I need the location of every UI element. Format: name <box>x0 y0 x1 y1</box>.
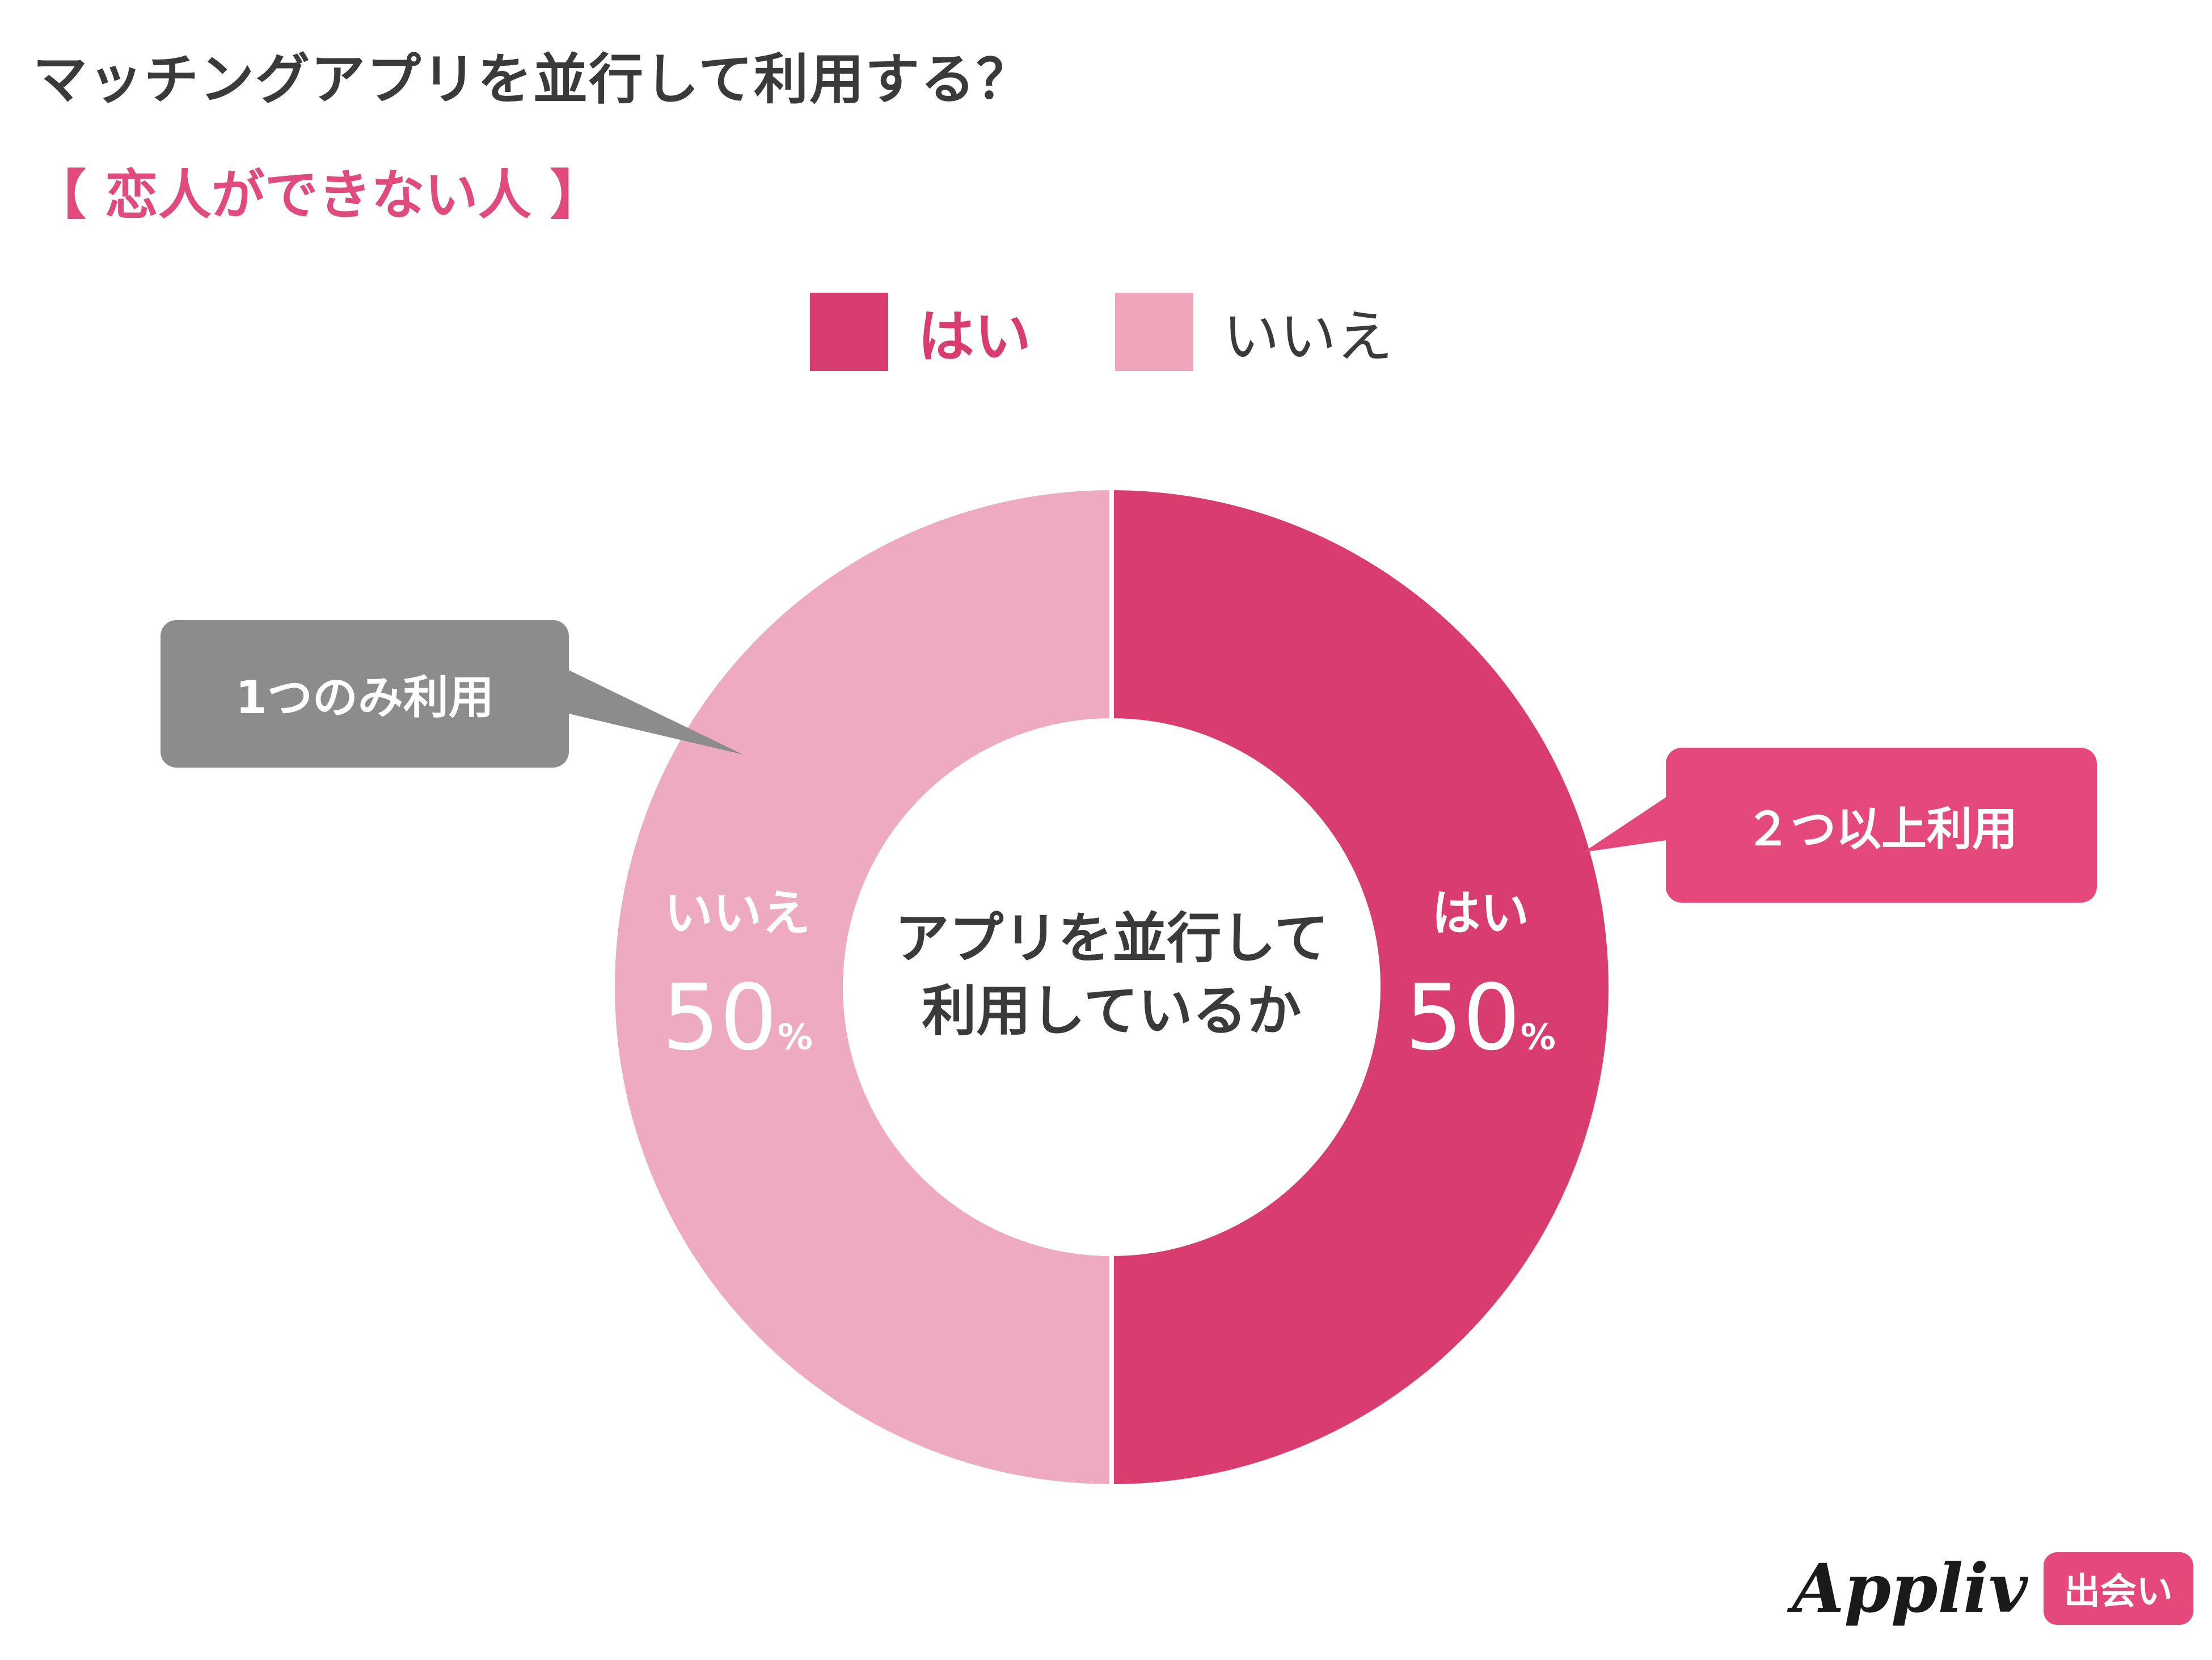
callout-pointer-left <box>562 667 743 755</box>
chart-subtitle: 【 恋人ができない人 】 <box>33 165 603 226</box>
brand-tag: 出会い <box>2043 1552 2193 1625</box>
legend-label-no: いいえ <box>1223 304 1393 370</box>
legend-swatch-yes <box>810 292 888 371</box>
slice-label-yes-value: 50 <box>1405 964 1521 1071</box>
slice-label-no-category: いいえ <box>664 885 810 942</box>
slice-label-no-percent: 50% <box>624 964 851 1071</box>
slice-label-yes: はい 50% <box>1367 885 1594 1071</box>
slice-label-yes-percent: 50% <box>1367 964 1594 1071</box>
legend: はい いいえ <box>810 290 1477 373</box>
legend-item-no: いいえ <box>1115 290 1393 373</box>
legend-item-yes: はい <box>810 290 1031 373</box>
brand-name: Appliv <box>1792 1549 2028 1628</box>
brand-logo: Appliv 出会い <box>1792 1549 2193 1628</box>
slice-label-no-unit: % <box>777 1016 813 1057</box>
slice-label-no: いいえ 50% <box>624 885 851 1071</box>
slice-label-no-value: 50 <box>662 964 778 1071</box>
donut-slice-no <box>610 485 1114 1489</box>
donut-center-label: アプリを並行して 利用しているか <box>828 902 1395 1047</box>
slice-label-yes-unit: % <box>1520 1016 1556 1057</box>
legend-label-yes: はい <box>918 304 1031 370</box>
chart-title: マッチングアプリを並行して利用する？ <box>33 48 1032 111</box>
center-label-line-1: アプリを並行して <box>894 907 1329 970</box>
center-label-line-2: 利用しているか <box>922 979 1302 1043</box>
callout-multiple-apps: ２つ以上利用 <box>1666 748 2097 903</box>
callout-pointer-right <box>1584 794 1670 852</box>
donut-slice-yes <box>1109 485 1613 1489</box>
slice-label-yes-category: はい <box>1432 885 1529 942</box>
legend-swatch-no <box>1115 292 1193 371</box>
callout-single-app: 1つのみ利用 <box>161 620 569 768</box>
